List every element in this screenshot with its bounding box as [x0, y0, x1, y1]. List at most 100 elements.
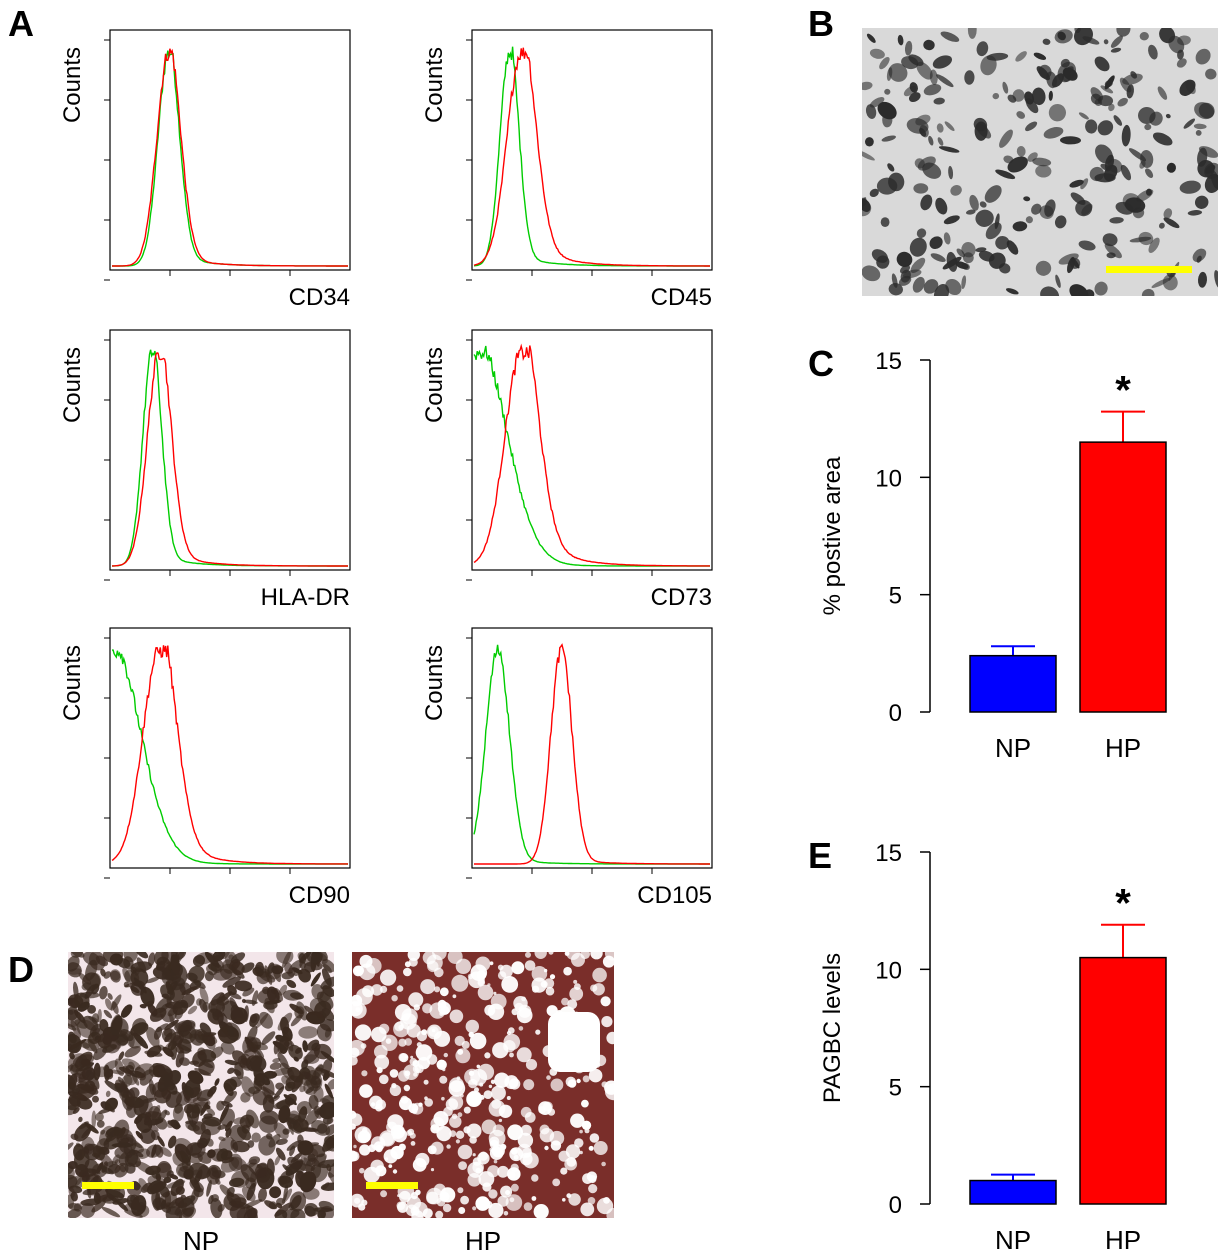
micrograph-b-stain [1144, 123, 1152, 131]
micrograph-hp-hole [492, 1042, 509, 1059]
histogram-marker-label: CD105 [637, 882, 712, 909]
micrograph-b-stain [1067, 256, 1075, 274]
micrograph-b-stain [1094, 56, 1110, 72]
micrograph-hp-hole [481, 1119, 497, 1135]
micrograph-hp-hole [603, 1197, 610, 1204]
micrograph-np-stain [262, 1094, 275, 1113]
micrograph-hp-hole [458, 1161, 467, 1170]
micrograph-b-stain [1177, 35, 1191, 46]
micrograph-b-stain [992, 92, 1000, 100]
micrograph-hp-hole [386, 1121, 398, 1133]
micrograph-b-stain [1145, 188, 1153, 196]
micrograph-b-stain [1035, 164, 1052, 178]
micrograph-np-stain [81, 982, 92, 991]
panel-letter-a: A [8, 3, 34, 44]
micrograph-hp-hole [380, 1190, 388, 1198]
micrograph-np-stain [114, 1159, 121, 1165]
micrograph-b-stain [1138, 231, 1154, 246]
micrograph-hp-hole [508, 1078, 521, 1090]
micrograph-hp-hole [573, 979, 578, 984]
micrograph-np-stain [282, 1128, 290, 1135]
micrograph-np-stain [222, 976, 242, 988]
micrograph-b-stain [1015, 51, 1027, 62]
micrograph-np-stain [272, 1058, 281, 1063]
micrograph-np-stain [100, 1129, 106, 1135]
micrograph-b-stain [1110, 47, 1122, 53]
micrograph-b-stain [1205, 68, 1217, 80]
micrograph-b-stain [1187, 210, 1203, 216]
micrograph-b-stain [876, 177, 898, 195]
micrograph-np-stain [214, 1078, 220, 1086]
micrograph-np-stain [147, 1003, 158, 1016]
histogram-series-red [474, 643, 710, 865]
micrograph-np-stain [135, 1130, 144, 1140]
micrograph-np-stain [229, 1177, 245, 1188]
micrograph-hp-hole [472, 1153, 476, 1157]
micrograph-np-stain [178, 1206, 197, 1218]
micrograph-b-stain [1054, 215, 1067, 229]
micrograph-hp-hole [489, 1136, 500, 1147]
micrograph-np-stain [111, 1015, 123, 1036]
micrograph-np-stain [183, 1085, 194, 1096]
micrograph-np-stain [78, 1149, 83, 1160]
micrograph-np-stain [188, 1173, 201, 1193]
micrograph-b-stain [928, 135, 934, 146]
micrograph-b-stain [1078, 112, 1089, 120]
micrograph-hp-hole [579, 1129, 583, 1134]
micrograph-b-stain [1195, 48, 1211, 65]
micrograph-np-stain [95, 1112, 104, 1122]
micrograph-hp-hole [398, 1070, 410, 1082]
micrograph-np-stain [319, 1205, 334, 1218]
micrograph-np-stain [251, 1132, 261, 1143]
micrograph-np-stain [216, 1148, 229, 1162]
micrograph-np-stain [174, 1022, 185, 1032]
micrograph-b-stain [1103, 39, 1109, 45]
micrograph-hp-hole [379, 1130, 396, 1147]
micrograph-hp-hole [460, 1195, 469, 1205]
micrograph-hp-hole [497, 1165, 509, 1178]
micrograph-np-stain [277, 1052, 289, 1069]
micrograph-np-stain [134, 1063, 154, 1077]
micrograph-np-stain [188, 965, 205, 983]
micrograph-b-stain [1176, 58, 1187, 68]
micrograph-np-stain [118, 1066, 133, 1074]
micrograph-np-stain [125, 1105, 137, 1118]
micrograph-np-stain [269, 1186, 282, 1199]
micrograph-np-stain [247, 1140, 255, 1148]
histogram-marker-label: CD34 [289, 284, 350, 311]
micrograph-np-stain [289, 1191, 307, 1212]
micrograph-np-stain [164, 1019, 179, 1031]
micrograph-np-stain [99, 1019, 109, 1032]
micrograph-b-stain [1116, 28, 1131, 37]
micrograph-np-stain [147, 1123, 159, 1132]
micrograph-b-stain [1016, 111, 1026, 119]
micrograph-np-stain [240, 1164, 257, 1183]
micrograph-np-stain [187, 1070, 204, 1085]
micrograph-np-stain [170, 954, 181, 975]
micrograph-hp-hole [458, 1207, 466, 1214]
micrograph-b-stain [978, 250, 995, 262]
micrograph-np-stain [224, 1059, 239, 1066]
micrograph-hp-hole [468, 971, 485, 989]
micrograph-hp-hole [439, 1075, 448, 1084]
micrograph-hp-hole [545, 986, 555, 996]
bar-np [969, 1179, 1057, 1205]
micrograph-np-stain [68, 1031, 77, 1044]
micrograph-np-stain [102, 1044, 117, 1053]
micrograph-np-stain [258, 1115, 278, 1134]
micrograph-np-stain [199, 986, 209, 1004]
histogram-series-green [112, 649, 348, 865]
micrograph-np-stain [266, 1158, 275, 1176]
micrograph-hp-hole [353, 1144, 357, 1149]
micrograph-hp-hole [433, 1111, 449, 1127]
micrograph-np-stain [207, 1164, 222, 1180]
micrograph-hp-hole [400, 1095, 409, 1104]
micrograph-b-stain [862, 265, 881, 282]
micrograph-b-stain [1069, 284, 1089, 296]
micrograph-np-stain [118, 1152, 129, 1166]
micrograph-np-stain [128, 1061, 135, 1070]
micrograph-b-stain [936, 123, 944, 133]
micrograph-np-stain [210, 1197, 223, 1218]
micrograph-np-stain [92, 1145, 106, 1161]
micrograph-np-stain [72, 1054, 95, 1067]
